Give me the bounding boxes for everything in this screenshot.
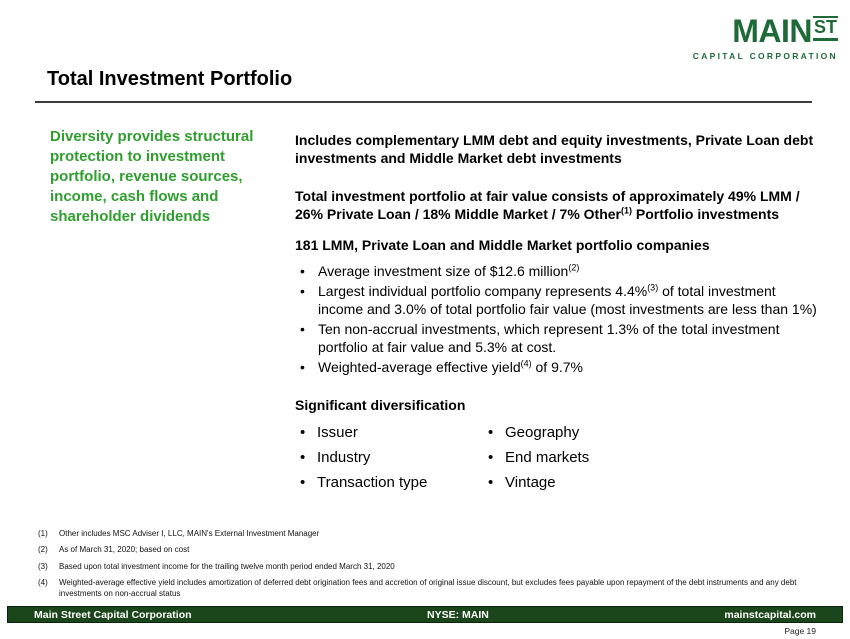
footnote-3: (3) Based upon total investment income f… bbox=[38, 562, 814, 572]
bullet-text: Largest individual portfolio company rep… bbox=[318, 282, 819, 318]
title-divider bbox=[35, 101, 812, 103]
list-item: • Geography bbox=[483, 423, 671, 442]
footnote-ref-4: (4) bbox=[520, 358, 532, 369]
bullet-text: Ten non-accrual investments, which repre… bbox=[318, 320, 819, 356]
portfolio-mix-paragraph: Total investment portfolio at fair value… bbox=[295, 187, 819, 223]
company-logo: MAIN ST CAPITAL CORPORATION bbox=[693, 15, 838, 61]
list-item: • Issuer bbox=[295, 423, 483, 442]
bullet-text-pre: Ten non-accrual investments, which repre… bbox=[318, 321, 780, 356]
sidebar-headline: Diversity provides structural protection… bbox=[50, 128, 254, 225]
diversification-column-2: • Geography • End markets • Vintage bbox=[483, 423, 671, 499]
bullet-marker: • bbox=[300, 448, 306, 466]
logo-wordmark: MAIN bbox=[732, 13, 812, 49]
page-number: Page 19 bbox=[784, 626, 816, 636]
list-item: • Vintage bbox=[483, 473, 671, 492]
bullet-text: Average investment size of $12.6 million… bbox=[318, 262, 579, 280]
bullet-text-pre: Average investment size of $12.6 million bbox=[318, 263, 569, 280]
companies-heading: 181 LMM, Private Loan and Middle Market … bbox=[295, 237, 710, 254]
footnote-text: Based upon total investment income for t… bbox=[59, 561, 395, 571]
footer-company: Main Street Capital Corporation bbox=[34, 608, 192, 621]
logo-superscript: ST bbox=[812, 16, 838, 41]
intro-paragraph: Includes complementary LMM debt and equi… bbox=[295, 132, 814, 167]
diversification-column-1: • Issuer • Industry • Transaction type bbox=[295, 423, 483, 499]
mix-text: Total investment portfolio at fair value… bbox=[295, 188, 800, 223]
bullet-item: • Largest individual portfolio company r… bbox=[295, 282, 819, 318]
bullet-marker: • bbox=[488, 448, 494, 466]
list-item: • Industry bbox=[295, 448, 483, 467]
footer-ticker: NYSE: MAIN bbox=[427, 608, 489, 621]
bullet-marker: • bbox=[300, 283, 305, 300]
footnote-text: Other includes MSC Adviser I, LLC, MAIN'… bbox=[59, 529, 320, 538]
main-content: Includes complementary LMM debt and equi… bbox=[295, 131, 819, 499]
bullet-marker: • bbox=[300, 359, 305, 376]
footnote-number: (1) bbox=[38, 529, 48, 538]
list-item-label: End markets bbox=[505, 448, 590, 466]
logo-subtitle: CAPITAL CORPORATION bbox=[692, 51, 838, 61]
list-item: • End markets bbox=[483, 448, 671, 467]
footnote-2: (2) As of March 31, 2020; based on cost bbox=[38, 545, 814, 555]
footnote-4: (4) Weighted-average effective yield inc… bbox=[38, 578, 814, 599]
bullet-text-post: of total investment income and 3.0% of t… bbox=[318, 283, 817, 318]
bullet-marker: • bbox=[300, 321, 305, 338]
bullet-marker: • bbox=[300, 263, 305, 280]
bullet-text: Weighted-average effective yield(4) of 9… bbox=[318, 358, 583, 376]
bullet-marker: • bbox=[488, 423, 494, 441]
footer-bar: Main Street Capital Corporation NYSE: MA… bbox=[7, 606, 843, 623]
list-item-label: Transaction type bbox=[317, 474, 428, 492]
bullet-text-pre: Largest individual portfolio company rep… bbox=[318, 283, 648, 300]
footnote-ref-1: (1) bbox=[621, 205, 632, 216]
bullet-item: • Weighted-average effective yield(4) of… bbox=[295, 358, 819, 376]
bullet-item: • Ten non-accrual investments, which rep… bbox=[295, 320, 819, 356]
bullet-marker: • bbox=[488, 474, 494, 492]
portfolio-bullet-list: • Average investment size of $12.6 milli… bbox=[295, 262, 819, 376]
diversification-heading: Significant diversification bbox=[295, 396, 466, 413]
bullet-text-post: of 9.7% bbox=[531, 359, 583, 376]
bullet-item: • Average investment size of $12.6 milli… bbox=[295, 262, 819, 280]
list-item-label: Vintage bbox=[505, 474, 556, 492]
list-item: • Transaction type bbox=[295, 473, 483, 492]
bullet-marker: • bbox=[300, 474, 306, 492]
footnote-1: (1) Other includes MSC Adviser I, LLC, M… bbox=[38, 529, 814, 539]
list-item-label: Industry bbox=[317, 448, 371, 466]
bullet-marker: • bbox=[300, 423, 306, 441]
page-title: Total Investment Portfolio bbox=[47, 68, 293, 90]
footnote-text: As of March 31, 2020; based on cost bbox=[59, 545, 190, 555]
diversification-columns: • Issuer • Industry • Transaction type • Geo… bbox=[295, 423, 819, 499]
footnote-number: (2) bbox=[38, 545, 48, 555]
list-item-label: Geography bbox=[505, 423, 580, 441]
logo-wordmark-row: MAIN ST bbox=[693, 15, 838, 47]
mix-text-post: Portfolio investments bbox=[632, 206, 780, 223]
footnote-ref-3: (3) bbox=[647, 282, 659, 293]
footnote-ref-2: (2) bbox=[568, 262, 580, 273]
footnote-number: (4) bbox=[38, 578, 48, 588]
bullet-text-pre: Weighted-average effective yield bbox=[318, 359, 521, 376]
footer-website: mainstcapital.com bbox=[724, 608, 816, 621]
footnote-text: Weighted-average effective yield include… bbox=[59, 578, 797, 598]
footnotes: (1) Other includes MSC Adviser I, LLC, M… bbox=[38, 529, 814, 605]
footnote-number: (3) bbox=[38, 561, 48, 571]
list-item-label: Issuer bbox=[317, 423, 358, 441]
